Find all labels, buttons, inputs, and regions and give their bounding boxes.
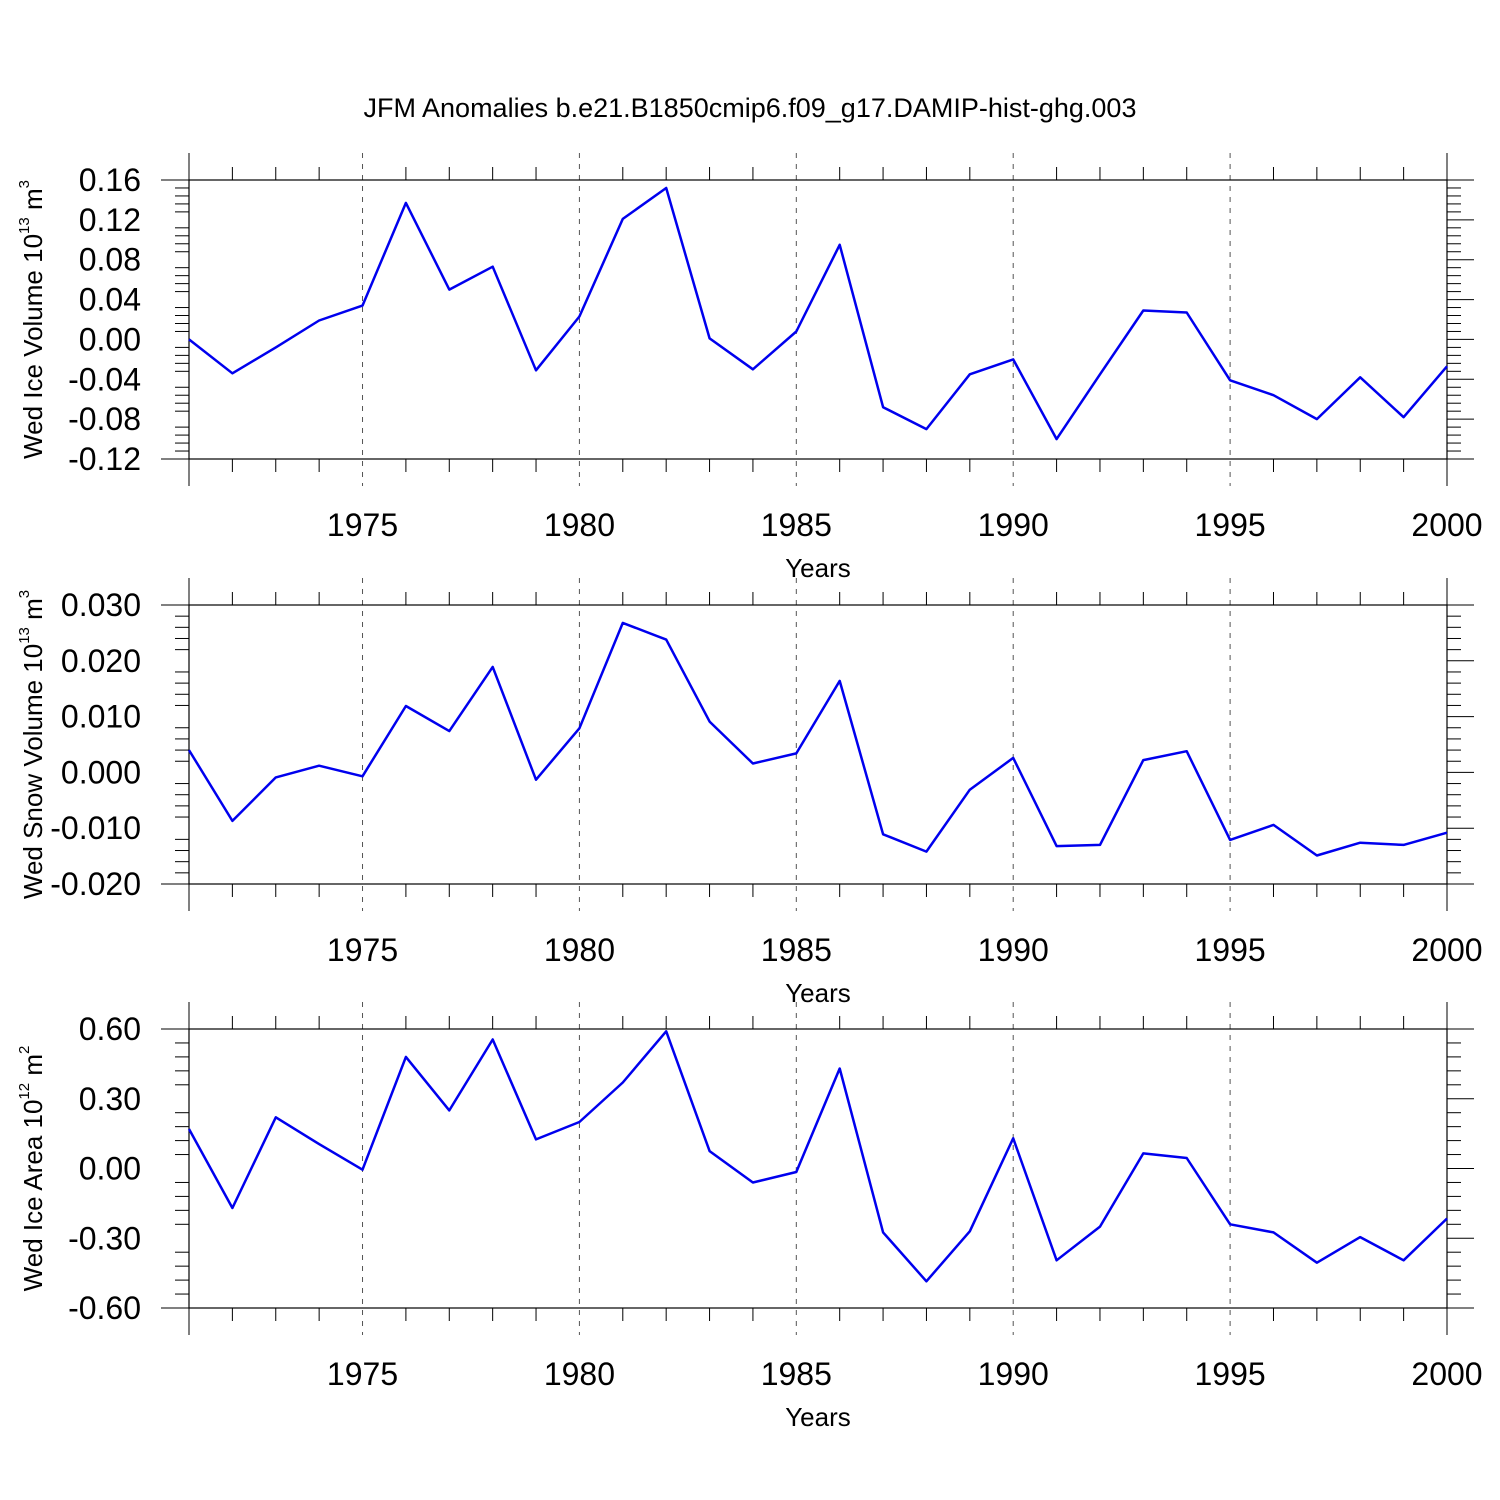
series-line — [187, 621, 1448, 857]
x-tick-label: 1995 — [1195, 932, 1266, 968]
x-tick-label: 1985 — [761, 507, 832, 543]
y-tick-label: 0.16 — [79, 162, 141, 198]
panel-1: 0.16 0.12 0.08 0.040.00 -0.04 -0.08 -0.12 1975 1… — [16, 153, 1483, 583]
x-tick-label: 1985 — [761, 1356, 832, 1392]
y-axis-label: Wed Ice Area 1012 m2 — [16, 1046, 48, 1292]
x-tick-label: 1995 — [1195, 507, 1266, 543]
series-line — [187, 1030, 1448, 1283]
x-axis-label: Years — [785, 978, 851, 1008]
x-tick-label: 1990 — [978, 932, 1049, 968]
x-axis-label: Years — [785, 1402, 851, 1432]
x-tick-label: 1985 — [761, 932, 832, 968]
y-tick-label: 0.12 — [79, 202, 141, 238]
x-tick-label: 1990 — [978, 1356, 1049, 1392]
x-tick-label: 2000 — [1411, 932, 1482, 968]
x-tick-label: 1980 — [544, 507, 615, 543]
y-tick-label: 0.60 — [79, 1011, 141, 1047]
y-tick-label: -0.04 — [68, 361, 141, 397]
y-tick-label: 0.020 — [61, 643, 141, 679]
y-axis-label: Wed Ice Volume 1013 m3 — [16, 180, 48, 459]
y-axis-label: Wed Snow Volume 1013 m3 — [16, 590, 48, 899]
series-line — [188, 186, 1448, 441]
y-tick-label: -0.60 — [68, 1290, 141, 1326]
y-tick-label: -0.30 — [68, 1220, 141, 1256]
y-tick-label: -0.12 — [68, 441, 141, 477]
y-tick-label: -0.010 — [50, 810, 141, 846]
y-tick-label: 0.000 — [61, 754, 141, 790]
plot-frame — [188, 604, 1448, 885]
x-tick-label: 1975 — [327, 507, 398, 543]
x-axis-label: Years — [785, 553, 851, 583]
y-tick-label: 0.010 — [61, 699, 141, 735]
y-tick-label: 0.30 — [79, 1081, 141, 1117]
y-tick-label: -0.020 — [50, 866, 141, 902]
x-tick-label: 1975 — [327, 932, 398, 968]
y-tick-label: 0.00 — [79, 321, 141, 357]
x-tick-label: 1995 — [1195, 1356, 1266, 1392]
plot-frame — [188, 179, 1448, 460]
x-tick-label: 1990 — [978, 507, 1049, 543]
y-tick-label: 0.04 — [79, 282, 141, 318]
y-tick-label: 0.030 — [61, 587, 141, 623]
x-tick-label: 1980 — [544, 932, 615, 968]
x-tick-label: 2000 — [1411, 507, 1482, 543]
x-tick-label: 1980 — [544, 1356, 615, 1392]
y-tick-label: 0.00 — [79, 1151, 141, 1187]
y-tick-label: -0.08 — [68, 401, 141, 437]
panel-2: 0.030 0.020 0.010 0.000 -0.010 -0.020 1975 1980… — [16, 578, 1483, 1008]
y-tick-label: 0.08 — [79, 242, 141, 278]
panel-3: 0.60 0.30 0.00 -0.30 -0.60 1975 1980 1985 1990 19… — [16, 1002, 1483, 1432]
plot-frame — [188, 1028, 1448, 1309]
x-tick-label: 2000 — [1411, 1356, 1482, 1392]
x-tick-label: 1975 — [327, 1356, 398, 1392]
figure-title: JFM Anomalies b.e21.B1850cmip6.f09_g17.D… — [364, 93, 1137, 123]
